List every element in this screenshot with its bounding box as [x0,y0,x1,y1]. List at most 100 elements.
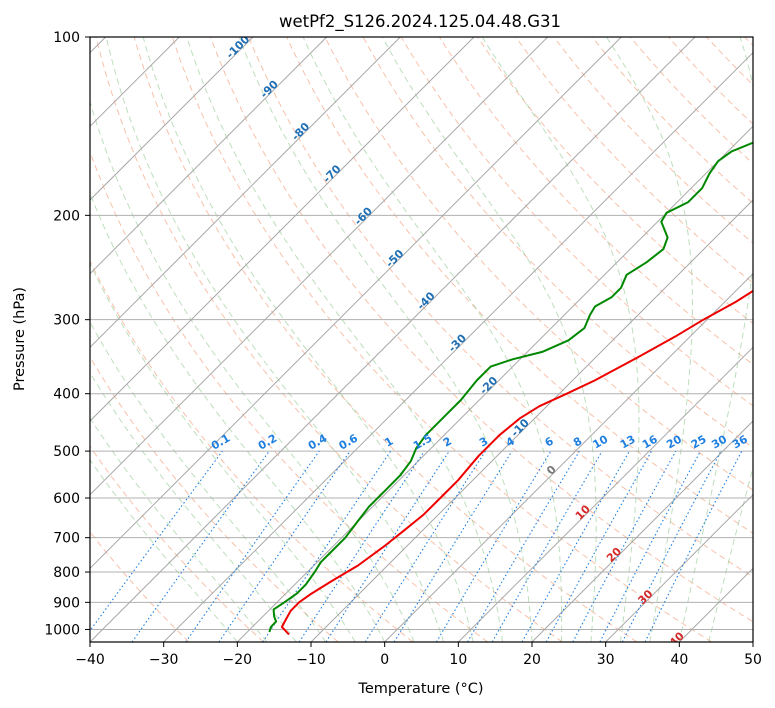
isotherm-line [605,493,753,642]
x-tick-label: 40 [670,652,688,668]
dry-adiabat [90,259,414,642]
chart-title: wetPf2_S126.2024.125.04.48.G31 [279,12,561,32]
y-tick-label: 200 [53,208,80,224]
mixing-ratio-label: 36 [730,432,750,451]
x-tick-label: 10 [449,652,467,668]
plot-area: 0.1 0.2 0.4 0.6 1 1.5 2 3 4 6 8 10 13 16 20 25 30 36-100-… [90,37,753,649]
isotherm-label: -70 [320,162,343,185]
isotherm-line [90,37,696,642]
dry-adiabat [90,150,488,642]
isotherm-line [163,51,753,642]
x-tick-label: −40 [75,652,105,668]
isotherm-label: -90 [258,78,281,101]
isotherm-line [752,641,753,642]
y-tick-label: 400 [53,387,80,403]
dry-adiabat [90,356,339,642]
isotherm-line [236,125,753,642]
y-tick-label: 800 [53,565,80,581]
isotherm-line [90,37,475,422]
y-tick-label: 700 [53,531,80,547]
mixing-ratio-line [521,450,630,642]
isotherm-line [310,199,753,642]
mixing-ratio-lines [90,450,743,642]
plot-frame [89,36,754,643]
x-tick-label: −20 [223,652,253,668]
mixing-ratio-line [185,450,320,642]
isotherm-label: -40 [414,289,437,312]
mixing-ratio-line [572,450,677,642]
dry-adiabat [324,37,753,491]
dry-adiabat [744,37,753,47]
dry-adiabat [90,531,190,642]
y-tick-label: 600 [53,491,80,507]
moist-adiabat [678,37,753,642]
mixing-ratio-line [218,450,351,642]
moist-adiabat [90,459,238,642]
moist-adiabat [90,417,268,642]
profile-lines [268,141,753,636]
isobars [90,37,753,630]
moist-adiabats [90,37,753,642]
dry-adiabat [706,37,753,86]
isotherm-line [90,37,549,496]
mixing-ratio-label: 1.5 [411,432,434,453]
dry-adiabat [171,37,712,642]
moist-adiabat [90,371,297,642]
mixing-ratio-label: 13 [618,433,638,452]
isotherm-line [90,37,328,275]
mixing-ratio-line [298,450,425,642]
dry-adiabats [90,37,753,642]
x-axis-title: Temperature (°C) [357,681,483,697]
y-tick-label: 100 [53,30,80,46]
dry-adiabat [286,37,753,534]
moist-adiabat [381,37,597,642]
isotherm-line [384,272,753,642]
dewpoint-line [268,141,753,633]
isotherm-line [90,37,622,570]
dry-adiabat [553,37,753,244]
moist-adiabat [708,465,753,642]
moist-adiabat [90,321,327,642]
mixing-ratio-label: 1 [382,435,395,450]
dry-adiabat [210,37,753,623]
mixing-ratio-label: 0.4 [306,431,330,452]
isotherm-label: -80 [289,120,312,143]
x-tick-label: 50 [744,652,762,668]
mixing-ratio-label: 25 [689,433,709,452]
isotherm-label: -50 [383,247,406,270]
isotherm-line [531,420,753,642]
x-tick-label: −10 [296,652,326,668]
mixing-ratio-label: 10 [591,432,611,451]
isotherm-label: 20 [604,545,624,565]
isotherm-label: 40 [667,629,687,649]
mixing-ratio-label: 8 [571,435,584,450]
mixing-ratio-label: 16 [640,432,660,451]
mixing-ratio-line [262,450,392,642]
dry-adiabat [133,37,638,642]
moist-adiabat [186,37,503,642]
dry-adiabat [248,37,753,578]
x-tick-label: −30 [149,652,179,668]
y-tick-label: 1000 [44,622,80,638]
isotherm-label: -10 [509,416,532,439]
dry-adiabat [95,37,563,642]
moist-adiabat [105,37,445,642]
moist-adiabat [90,192,386,642]
mixing-ratio-line [644,450,743,642]
moist-adiabat [90,262,356,642]
mixing-ratio-line [467,450,580,642]
x-axis: −40 −30 −20 −10 0 10 20 30 40 50 [75,642,762,668]
dry-adiabat [90,445,264,642]
isotherm-line [90,37,401,349]
x-tick-label: 30 [597,652,615,668]
moist-adiabat [238,37,533,642]
mixing-ratio-label: 6 [543,434,556,449]
overlay-labels: 0.1 0.2 0.4 0.6 1 1.5 2 3 4 6 8 10 13 16 20 25 30 36-100-… [209,37,750,649]
mixing-ratio-label: 30 [709,432,729,451]
dry-adiabat [668,37,753,125]
y-tick-label: 500 [53,444,80,460]
mixing-ratio-line [325,450,450,642]
moist-adiabat [606,37,693,642]
mixing-ratio-line [393,450,513,642]
